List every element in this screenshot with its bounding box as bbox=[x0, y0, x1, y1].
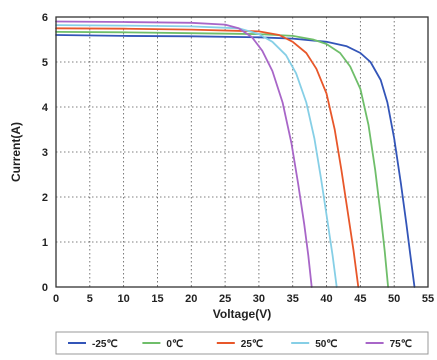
y-tick-label: 6 bbox=[42, 12, 48, 24]
series-line-5 bbox=[55, 20, 313, 288]
y-tick-label: 5 bbox=[42, 57, 48, 69]
y-tick-labels: 0 1 2 3 4 5 6 bbox=[42, 12, 49, 294]
y-tick-label: 3 bbox=[42, 147, 48, 159]
series-lines bbox=[55, 20, 416, 288]
x-tick-label: 5 bbox=[87, 293, 93, 305]
y-axis-title: Current(A) bbox=[9, 122, 23, 182]
y-tick-label: 1 bbox=[42, 237, 48, 249]
x-tick-label: 55 bbox=[422, 293, 434, 305]
legend-box bbox=[55, 331, 429, 355]
y-tick-label: 4 bbox=[42, 102, 49, 114]
x-tick-label: 10 bbox=[118, 293, 130, 305]
series-line-4 bbox=[55, 24, 338, 288]
plot-frame bbox=[55, 16, 429, 288]
x-tick-label: 20 bbox=[185, 293, 197, 305]
legend-label-3: 25℃ bbox=[241, 339, 263, 350]
x-tick-label: 45 bbox=[354, 293, 366, 305]
x-tick-label: 15 bbox=[151, 293, 163, 305]
legend-label-1: -25℃ bbox=[92, 339, 118, 350]
legend-label-4: 50℃ bbox=[315, 339, 337, 350]
x-tick-label: 35 bbox=[287, 293, 299, 305]
plot-background bbox=[56, 17, 428, 287]
x-tick-label: 25 bbox=[219, 293, 231, 305]
x-axis-title: Voltage(V) bbox=[213, 307, 271, 321]
series-line-1 bbox=[55, 34, 416, 288]
series-line-2 bbox=[55, 31, 389, 288]
x-tick-label: 50 bbox=[388, 293, 400, 305]
x-tick-label: 0 bbox=[53, 293, 59, 305]
y-tick-label: 0 bbox=[42, 282, 48, 294]
legend-entries: -25℃ 0℃ 25℃ 50℃ 75℃ bbox=[68, 339, 412, 350]
legend-label-2: 0℃ bbox=[166, 339, 183, 350]
x-tick-label: 30 bbox=[253, 293, 265, 305]
grid-lines bbox=[56, 17, 428, 287]
x-tick-label: 40 bbox=[320, 293, 332, 305]
x-tick-labels: 0 5 10 15 20 25 30 35 40 45 50 55 bbox=[53, 293, 434, 305]
legend-label-5: 75℃ bbox=[390, 339, 412, 350]
y-tick-label: 2 bbox=[42, 192, 48, 204]
series-line-3 bbox=[55, 27, 360, 288]
